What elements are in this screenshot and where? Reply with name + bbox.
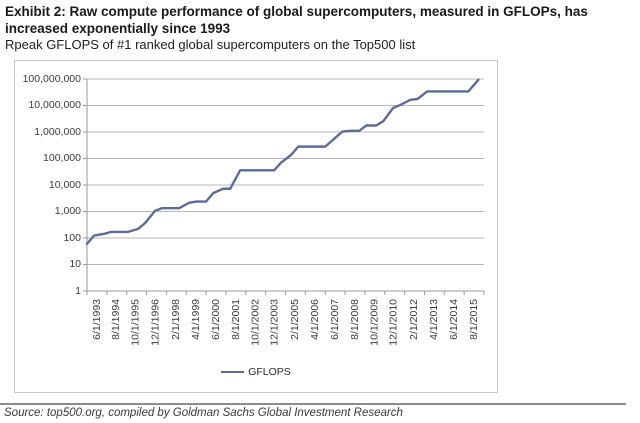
x-axis-label: 2/1/1998 bbox=[169, 299, 182, 340]
x-axis-label: 10/1/1995 bbox=[130, 299, 143, 346]
y-axis-label: 10,000,000 bbox=[28, 99, 81, 111]
x-axis-label: 6/1/2007 bbox=[328, 299, 341, 340]
x-axis-label: 10/1/2002 bbox=[249, 299, 262, 346]
x-axis-label: 8/1/2015 bbox=[467, 299, 480, 340]
x-axis-label: 8/1/1994 bbox=[110, 299, 123, 340]
x-axis-label: 4/1/2006 bbox=[308, 299, 321, 340]
x-axis-label: 2/1/2012 bbox=[408, 299, 421, 340]
legend-line-swatch-icon bbox=[221, 370, 245, 374]
y-axis-label: 1,000 bbox=[54, 205, 81, 217]
legend-series-label: GFLOPS bbox=[248, 366, 291, 378]
x-axis-label: 6/1/2014 bbox=[447, 299, 460, 340]
chart-plot bbox=[83, 78, 485, 295]
y-axis-label: 100,000,000 bbox=[22, 72, 81, 85]
y-axis-label: 1 bbox=[75, 284, 81, 297]
source-note: Source: top500.org, compiled by Goldman … bbox=[4, 407, 403, 419]
x-axis-label: 4/1/2013 bbox=[427, 299, 440, 340]
x-axis-label: 6/1/1993 bbox=[90, 299, 103, 340]
x-axis-label: 6/1/2000 bbox=[209, 299, 222, 340]
x-axis-label: 12/1/1996 bbox=[149, 299, 162, 346]
x-axis-label: 4/1/1999 bbox=[189, 299, 202, 340]
exhibit-subtitle: Rpeak GFLOPS of #1 ranked global superco… bbox=[5, 37, 416, 52]
y-axis-label: 10 bbox=[69, 258, 81, 270]
x-axis-label: 12/1/2003 bbox=[269, 299, 282, 346]
x-axis-label: 8/1/2001 bbox=[229, 299, 242, 340]
gflops-line-series bbox=[85, 78, 480, 246]
y-axis-label: 100 bbox=[63, 231, 81, 244]
y-axis-label: 10,000 bbox=[48, 178, 81, 191]
footer-divider bbox=[0, 403, 626, 405]
chart-area: 100,000,000 10,000,000 1,000,000 100,000 10,… bbox=[14, 60, 498, 393]
x-axis-label: 12/1/2010 bbox=[388, 299, 401, 346]
exhibit-title: Exhibit 2: Raw compute performance of gl… bbox=[5, 4, 588, 36]
y-axis-label: 1,000,000 bbox=[34, 125, 81, 138]
y-axis-label: 100,000 bbox=[43, 152, 81, 164]
x-axis-label: 8/1/2008 bbox=[348, 299, 361, 340]
x-axis-label: 10/1/2009 bbox=[368, 299, 381, 346]
chart-legend: GFLOPS bbox=[15, 366, 497, 378]
x-axis-label: 2/1/2005 bbox=[288, 299, 301, 340]
